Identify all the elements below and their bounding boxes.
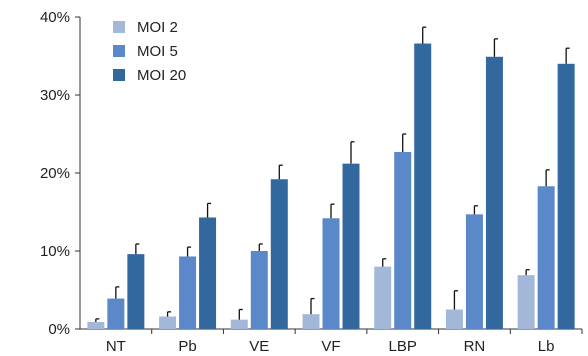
bar xyxy=(537,186,555,329)
x-tick-label: RN xyxy=(464,338,486,355)
bar xyxy=(517,275,535,329)
bar xyxy=(485,56,503,329)
bar xyxy=(465,214,483,329)
legend-swatch xyxy=(113,21,125,33)
bar xyxy=(322,218,340,329)
bars xyxy=(87,43,575,330)
bar xyxy=(394,151,412,329)
bar xyxy=(179,256,197,329)
bar xyxy=(159,316,177,329)
bar xyxy=(127,254,145,329)
bar xyxy=(230,319,248,329)
legend-label: MOI 5 xyxy=(137,43,178,60)
bar xyxy=(302,314,320,329)
bar xyxy=(342,163,360,329)
y-tick-label: 20% xyxy=(40,165,70,182)
bar xyxy=(199,217,217,329)
x-tick-label: VF xyxy=(321,338,340,355)
x-tick-label: VE xyxy=(249,338,269,355)
bar xyxy=(250,251,268,329)
x-tick-label: LBP xyxy=(389,338,417,355)
bar xyxy=(414,43,432,330)
bar xyxy=(270,179,288,329)
y-tick-label: 0% xyxy=(48,321,70,338)
bar xyxy=(374,266,392,329)
y-axis: 0% 10% 20% 30% 40% xyxy=(40,9,81,338)
x-tick-label: NT xyxy=(106,338,126,355)
y-tick-label: 10% xyxy=(40,243,70,260)
legend-swatch xyxy=(113,69,125,81)
error-bars xyxy=(95,26,570,322)
bar xyxy=(107,298,125,329)
y-tick-label: 30% xyxy=(40,87,70,104)
legend-swatch xyxy=(113,45,125,57)
legend-label: MOI 2 xyxy=(137,19,178,36)
bar xyxy=(445,309,463,329)
legend-label: MOI 20 xyxy=(137,67,186,84)
bar xyxy=(87,321,105,329)
x-tick-label: Lb xyxy=(538,338,555,355)
legend: MOI 2 MOI 5 MOI 20 xyxy=(113,19,186,84)
x-tick-label: Pb xyxy=(178,338,196,355)
bar xyxy=(557,63,575,330)
y-tick-label: 40% xyxy=(40,9,70,26)
x-axis: NT Pb VE VF LBP RN Lb xyxy=(80,328,583,355)
